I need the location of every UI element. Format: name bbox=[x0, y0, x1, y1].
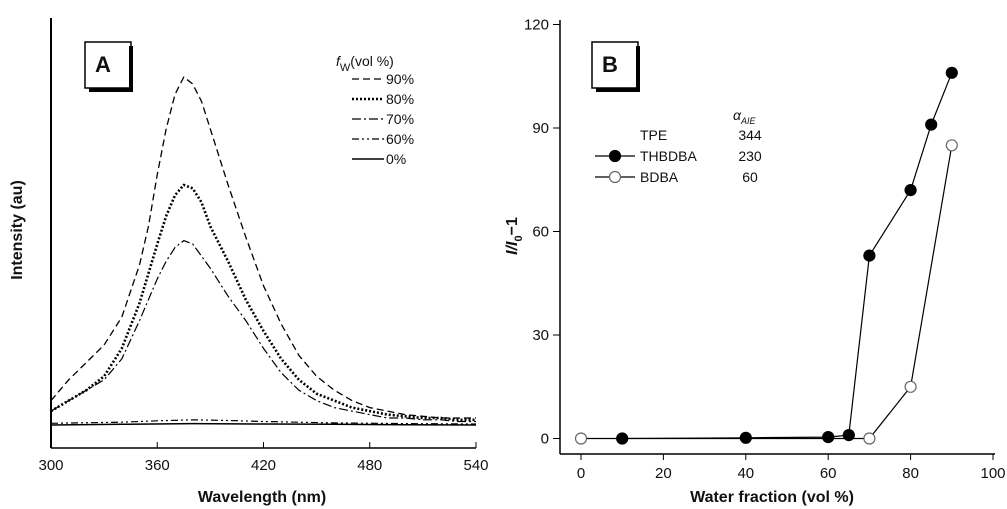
chart-b-y-tick-label: 120 bbox=[524, 17, 549, 34]
chart-b-point bbox=[616, 432, 629, 445]
chart-b-ticks: 0 20 40 60 80 100 0 30 60 90 120 bbox=[524, 17, 1006, 483]
chart-b-x-tick-label: 20 bbox=[655, 465, 672, 482]
chart-a: 300 360 420 480 540 A Wavelength (nm) Intens… bbox=[9, 18, 489, 506]
chart-a-legend-label: 70% bbox=[386, 111, 414, 127]
chart-b-x-tick-label: 80 bbox=[902, 465, 919, 482]
panel-label-b-box: B bbox=[591, 41, 640, 92]
chart-b-y-tick-label: 0 bbox=[541, 431, 549, 448]
chart-a-legend-title-sub: W bbox=[340, 62, 351, 74]
chart-b-legend-value: 60 bbox=[742, 169, 758, 185]
chart-b-point bbox=[739, 431, 752, 444]
chart-a-legend-title-main: f bbox=[336, 53, 342, 69]
chart-a-legend: fW(vol %) 90% 80% 70% 60% 0% bbox=[336, 53, 414, 167]
panel-label-a: A bbox=[95, 52, 111, 77]
chart-b-legend-label: TPE bbox=[640, 127, 667, 143]
chart-a-legend-label: 60% bbox=[386, 131, 414, 147]
chart-b-legend: αAIE TPE 344 THBDBA 230 BDBA 60 bbox=[595, 107, 762, 185]
chart-b-y-label-sub: 0 bbox=[513, 235, 525, 241]
chart-b-x-label: Water fraction (vol %) bbox=[690, 489, 854, 506]
chart-a-legend-rows: 90% 80% 70% 60% 0% bbox=[352, 71, 414, 167]
chart-b-y-label: I/I0−1 bbox=[504, 217, 525, 255]
chart-b-legend-value: 230 bbox=[738, 148, 762, 164]
chart-b-x-tick-label: 0 bbox=[577, 465, 585, 482]
chart-b-point bbox=[863, 249, 876, 262]
chart-b-point bbox=[904, 380, 917, 393]
chart-b-point bbox=[574, 432, 588, 445]
chart-b-point bbox=[945, 66, 958, 79]
chart-a-ticks: 300 360 420 480 540 bbox=[38, 442, 489, 474]
chart-b-legend-swatch-marker bbox=[608, 170, 622, 184]
chart-b-y-tick-label: 60 bbox=[532, 224, 549, 241]
chart-a-legend-label: 90% bbox=[386, 71, 414, 87]
chart-a-x-tick-label: 300 bbox=[38, 457, 63, 474]
chart-b-y-tick-label: 90 bbox=[532, 120, 549, 137]
chart-b-legend-value: 344 bbox=[738, 127, 762, 143]
chart-b-y-tick-label: 30 bbox=[532, 327, 549, 344]
chart-a-y-label: Intensity (au) bbox=[9, 180, 26, 280]
chart-b-point bbox=[863, 432, 876, 445]
chart-b-legend-label: THBDBA bbox=[640, 148, 697, 164]
chart-a-legend-title-rest: (vol %) bbox=[350, 53, 394, 69]
chart-a-series-line bbox=[50, 422, 477, 426]
chart-b-y-label-slash: / bbox=[504, 244, 521, 251]
chart-b-point bbox=[925, 118, 938, 131]
chart-b-point bbox=[842, 429, 855, 442]
chart-a-x-tick-label: 540 bbox=[463, 457, 488, 474]
chart-b-x-tick-label: 60 bbox=[820, 465, 837, 482]
chart-a-series-line bbox=[50, 76, 476, 419]
chart-b-legend-alpha: αAIE bbox=[733, 107, 756, 126]
chart-b-x-tick-label: 40 bbox=[737, 465, 754, 482]
chart-b-legend-alpha-main: α bbox=[733, 107, 742, 123]
chart-b-legend-alpha-sub: AIE bbox=[740, 116, 757, 126]
chart-a-curves bbox=[50, 76, 477, 426]
chart-b-y-label-i: I bbox=[504, 250, 521, 255]
chart-b-legend-swatch-marker bbox=[608, 149, 622, 163]
chart-b-legend-rows: TPE 344 THBDBA 230 BDBA 60 bbox=[595, 127, 762, 185]
chart-a-series-line bbox=[50, 419, 477, 425]
chart-a-x-label: Wavelength (nm) bbox=[198, 489, 326, 506]
chart-a-legend-label: 80% bbox=[386, 91, 414, 107]
chart-b-point bbox=[945, 139, 958, 152]
chart-a-series-line bbox=[50, 240, 476, 423]
chart-b-point bbox=[904, 184, 917, 197]
panel-label-b: B bbox=[602, 52, 618, 77]
chart-a-x-tick-label: 480 bbox=[357, 457, 382, 474]
chart-a-series-line bbox=[50, 183, 476, 422]
chart-b: 0 20 40 60 80 100 0 30 60 90 120 B Water fraction … bbox=[504, 17, 1006, 507]
chart-b-x-tick-label: 100 bbox=[980, 465, 1005, 482]
chart-b-point bbox=[822, 431, 835, 444]
chart-b-series-line bbox=[622, 72, 953, 440]
chart-a-x-tick-label: 360 bbox=[145, 457, 170, 474]
chart-b-y-label-minus1: −1 bbox=[504, 217, 521, 235]
panel-label-a-box: A bbox=[84, 41, 133, 92]
chart-a-legend-title: fW(vol %) bbox=[336, 53, 394, 74]
chart-b-legend-label: BDBA bbox=[640, 169, 679, 185]
chart-a-legend-label: 0% bbox=[386, 151, 406, 167]
chart-a-x-tick-label: 420 bbox=[251, 457, 276, 474]
chart-b-y-label-i0: I bbox=[504, 241, 521, 246]
chart-b-series-line bbox=[581, 145, 953, 440]
chart-b-series bbox=[574, 66, 958, 445]
